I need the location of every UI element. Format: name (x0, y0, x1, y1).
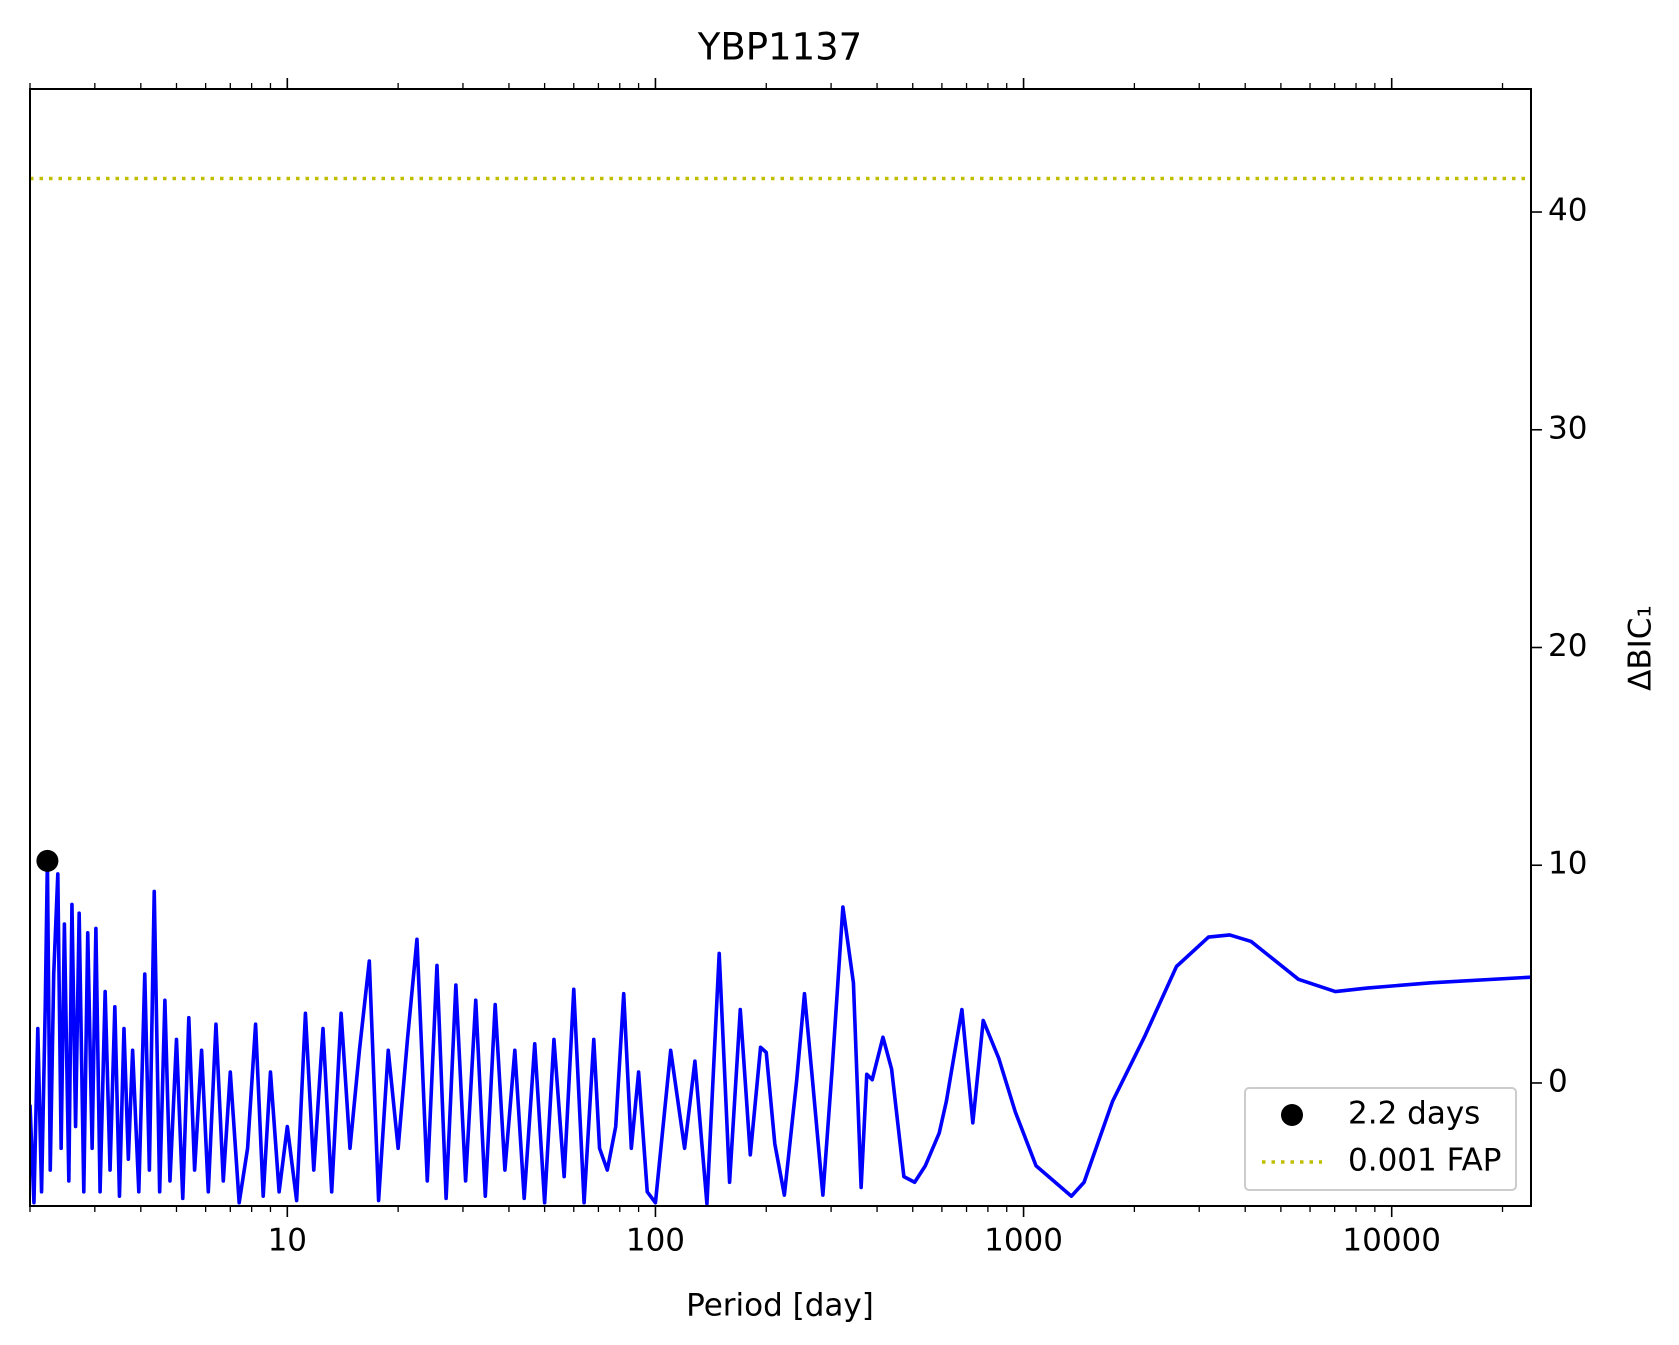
x-tick-label: 1000 (984, 1223, 1063, 1259)
legend-box (1244, 1087, 1517, 1191)
y-tick-label: 30 (1548, 410, 1587, 446)
x-tick-label: 10000 (1342, 1223, 1441, 1259)
y-tick-label: 20 (1548, 628, 1587, 664)
y-tick-label: 10 (1548, 846, 1587, 882)
x-axis-label: Period [day] (686, 1288, 874, 1324)
legend-label: 0.001 FAP (1348, 1143, 1502, 1179)
plot-frame (29, 88, 1532, 1207)
y-axis-label: ΔBIC₁ (1623, 605, 1659, 691)
x-tick-label: 10 (268, 1223, 307, 1259)
plot-area (30, 176, 1531, 1206)
x-tick-label: 100 (626, 1223, 685, 1259)
y-tick-label: 40 (1548, 193, 1587, 229)
chart-title: YBP1137 (697, 26, 862, 69)
legend-label: 2.2 days (1348, 1096, 1480, 1132)
y-tick-label: 0 (1548, 1063, 1568, 1099)
periodogram-line (30, 859, 1531, 1206)
peak-marker (36, 849, 59, 872)
legend-marker (1281, 1104, 1303, 1126)
